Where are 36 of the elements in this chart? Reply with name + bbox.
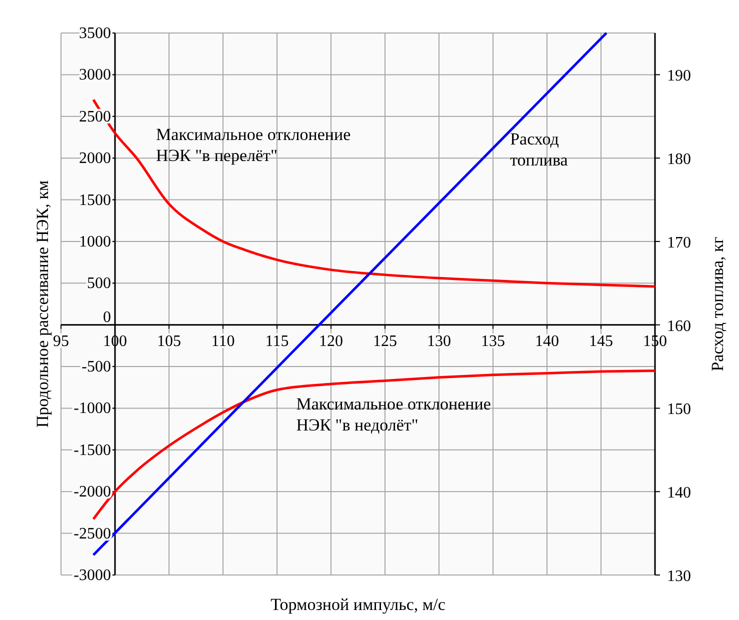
y-tick-label: 2000 [79,150,111,168]
x-tick-label: 105 [157,332,181,350]
y-tick-label: 1500 [79,192,111,209]
annotation: Расход топлива [510,130,568,170]
y-tick-label: 500 [87,275,111,292]
x-tick-label: 140 [535,332,559,350]
annotation: Максимальное отклонение НЭК "в недолёт" [296,394,491,435]
x-tick-label: 130 [427,332,451,350]
y-tick-label: 3500 [79,25,111,42]
x-tick-label: 120 [319,332,343,350]
x-tick-label: 95 [53,332,69,350]
y-tick-label: -2000 [74,484,111,501]
x-axis-title: Тормозной импульс, м/с [270,595,446,614]
y-tick-label: -2500 [74,525,111,542]
y-tick-label: -1500 [74,442,111,459]
y2-tick-label: 140 [667,484,691,502]
y2-tick-label: 160 [667,318,691,335]
x-tick-label: 115 [265,332,289,350]
y-tick-label: 3000 [79,66,111,84]
x-tick-label: 110 [211,332,235,350]
y2-tick-label: 130 [667,568,691,585]
y2-tick-label: 170 [667,234,691,252]
y2-tick-label: 190 [667,68,691,85]
x-tick-label: 135 [481,332,505,350]
y-axis-title: Продольное рассеивание НЭК, км [33,180,52,428]
y-tick-label: 1000 [79,233,111,250]
x-tick-label: 125 [373,332,397,350]
y2-tick-label: 150 [667,401,691,418]
x-tick-label: 145 [589,332,613,350]
y-tick-label: -1000 [74,400,111,418]
y2-axis-title: Расход топлива, кг [708,236,727,372]
y-tick-label: 0 [103,308,111,326]
y-tick-label: -500 [82,358,111,376]
y2-tick-label: 180 [667,151,691,168]
annotation: Максимальное отклонение НЭК "в перелёт" [156,124,351,165]
y-tick-label: -3000 [74,567,111,584]
